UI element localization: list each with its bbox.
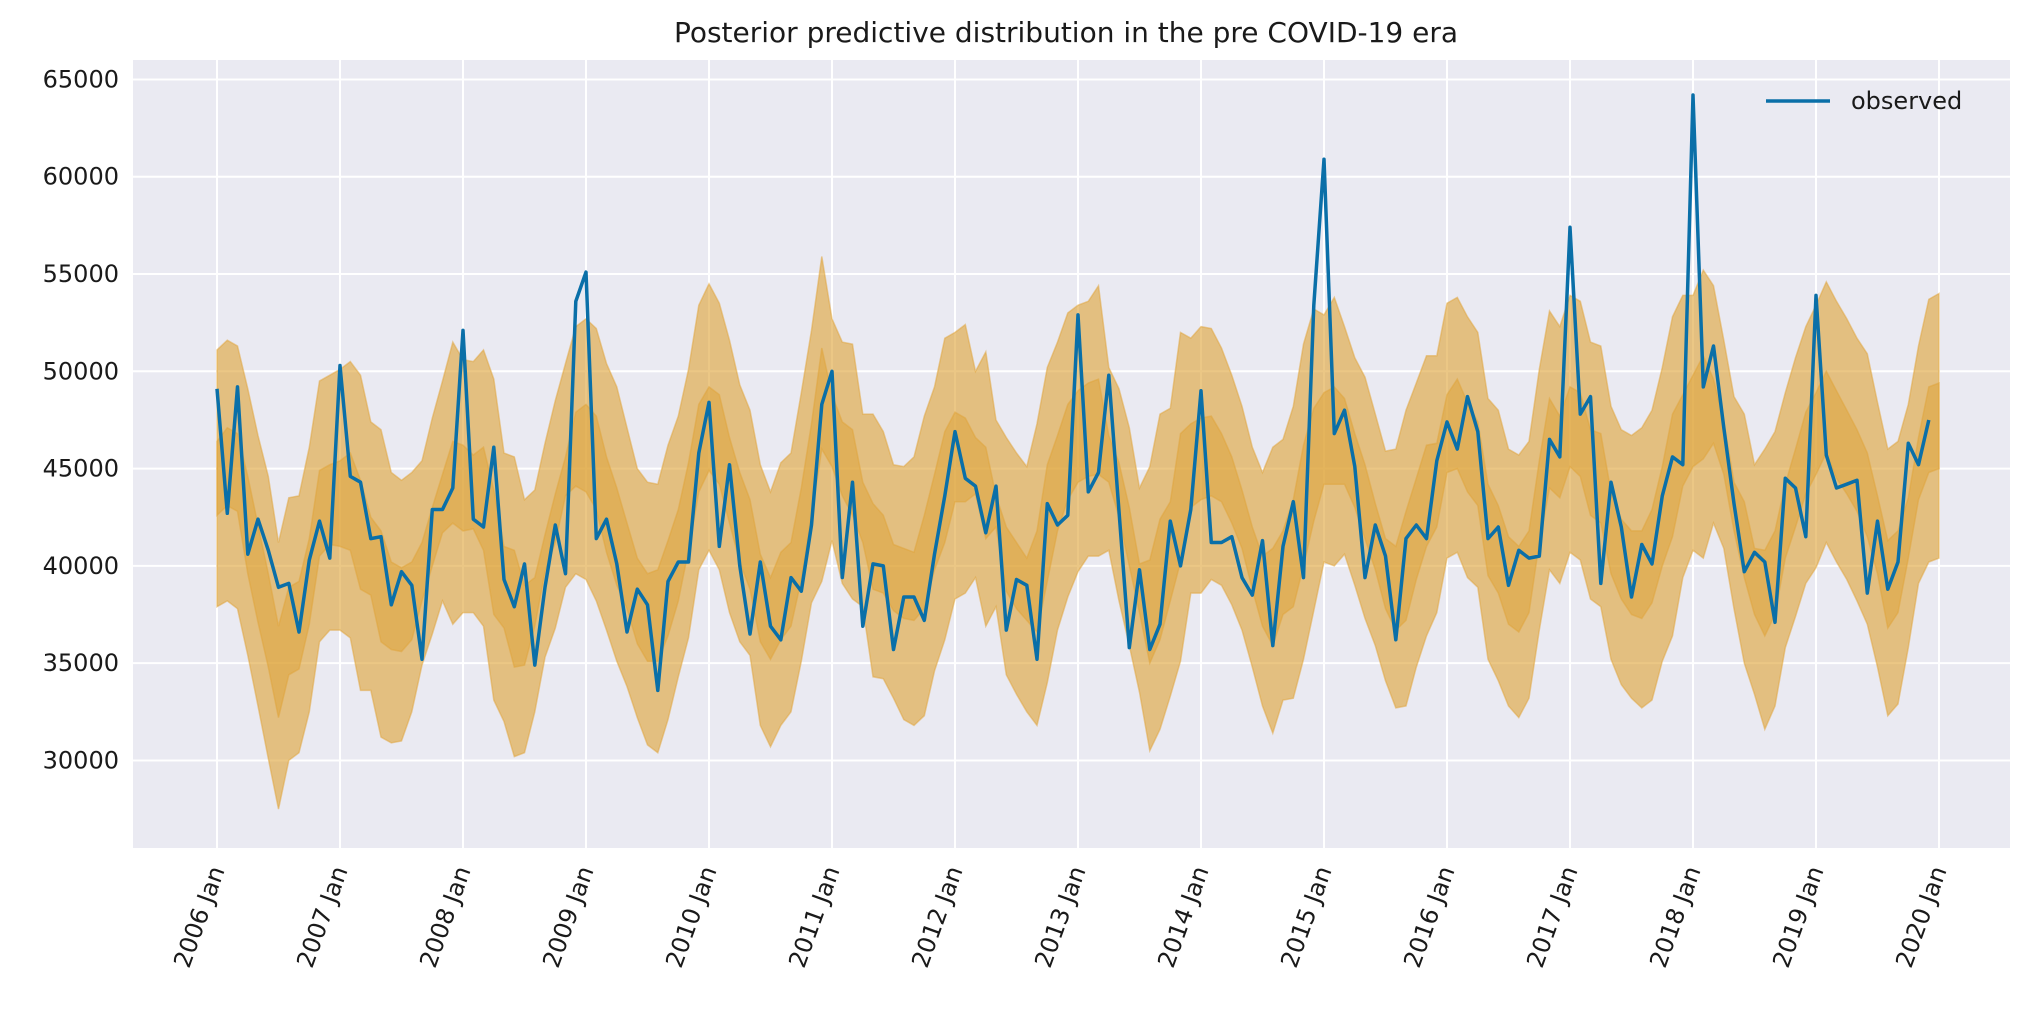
x-tick-label: 2014 Jan (1152, 862, 1214, 971)
interval-bands (216, 256, 1940, 810)
x-tick-label: 2011 Jan (783, 862, 845, 971)
legend: observed (1766, 87, 1962, 115)
outer-interval-band (216, 256, 1940, 810)
x-tick-label: 2007 Jan (291, 862, 353, 971)
y-tick-label: 35000 (43, 649, 119, 677)
observed-series-line (215, 93, 1931, 693)
y-tick-label: 60000 (43, 163, 119, 191)
x-tick-label: 2012 Jan (906, 862, 968, 971)
x-tick-label: 2016 Jan (1398, 862, 1460, 971)
x-tick-label: 2017 Jan (1521, 862, 1583, 971)
x-tick-label: 2006 Jan (168, 862, 230, 971)
x-tick-label: 2015 Jan (1275, 862, 1337, 971)
x-tick-label: 2010 Jan (660, 862, 722, 971)
y-tick-label: 65000 (43, 65, 119, 93)
y-tick-label: 55000 (43, 260, 119, 288)
chart-title: Posterior predictive distribution in the… (674, 16, 1458, 49)
y-tick-label: 45000 (43, 455, 119, 483)
x-axis: 2006 Jan 2007 Jan 2008 Jan 2009 Jan 2010 Jan… (168, 862, 1952, 971)
x-tick-label: 2009 Jan (537, 862, 599, 971)
legend-label-observed: observed (1851, 87, 1962, 115)
x-tick-label: 2013 Jan (1029, 862, 1091, 971)
y-axis: 30000 35000 40000 45000 50000 55000 60000 65000 (43, 65, 119, 774)
x-tick-label: 2020 Jan (1890, 862, 1952, 971)
observed-line-group (215, 93, 1931, 693)
inner-interval-band (216, 347, 1940, 718)
x-tick-label: 2019 Jan (1767, 862, 1829, 971)
y-tick-label: 30000 (43, 746, 119, 774)
y-tick-label: 50000 (43, 357, 119, 385)
x-tick-label: 2008 Jan (414, 862, 476, 971)
x-tick-label: 2018 Jan (1644, 862, 1706, 971)
y-tick-label: 40000 (43, 552, 119, 580)
